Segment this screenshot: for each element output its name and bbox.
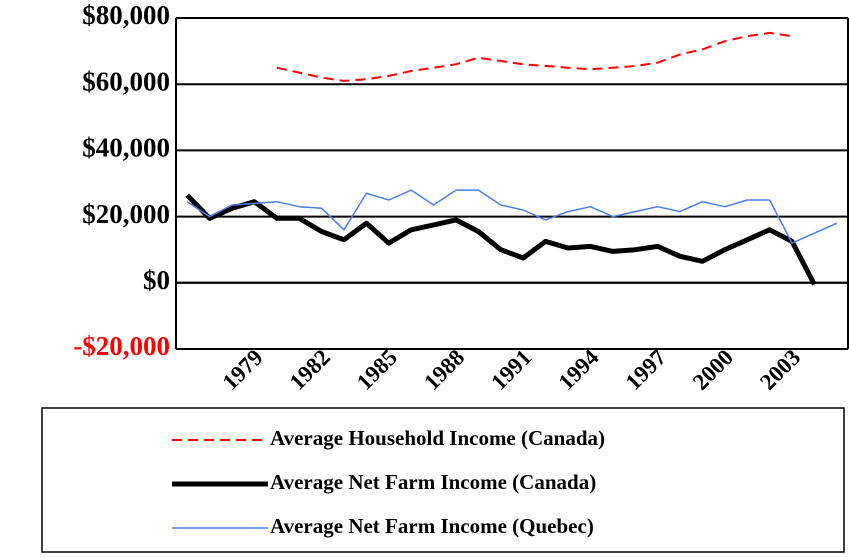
x-tick-label: 1982: [285, 345, 335, 395]
legend-box: [41, 407, 845, 553]
series-line: [276, 31, 793, 82]
legend-label: Average Household Income (Canada): [270, 426, 605, 450]
series-line: [186, 189, 838, 244]
y-tick-label: $0: [143, 265, 170, 295]
series-line: [185, 193, 817, 286]
x-tick-label: 2000: [688, 345, 738, 395]
x-tick-label: 1988: [419, 345, 469, 395]
y-tick-label: $20,000: [82, 199, 170, 229]
y-tick-label: -$20,000: [73, 331, 170, 361]
x-tick-label: 1979: [217, 345, 267, 395]
x-tick-label: 1994: [553, 344, 604, 395]
legend-label: Average Net Farm Income (Canada): [270, 470, 596, 494]
x-tick-label: 1991: [486, 345, 536, 395]
x-tick-label: 1985: [352, 345, 402, 395]
y-tick-label: $40,000: [82, 133, 170, 163]
legend-label: Average Net Farm Income (Quebec): [270, 514, 594, 538]
x-tick-label: 1997: [621, 345, 671, 395]
y-tick-label: $60,000: [82, 66, 170, 96]
y-tick-label: $80,000: [82, 0, 170, 30]
x-tick-label: 2003: [755, 345, 805, 395]
